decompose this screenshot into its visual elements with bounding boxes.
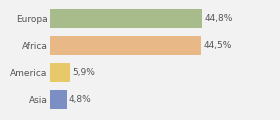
Text: 5,9%: 5,9%: [73, 68, 95, 77]
Text: 44,5%: 44,5%: [203, 41, 232, 50]
Bar: [50, 9, 202, 28]
Text: 44,8%: 44,8%: [204, 14, 232, 23]
Bar: [50, 90, 67, 109]
Text: 4,8%: 4,8%: [69, 95, 92, 104]
Bar: [50, 63, 70, 82]
Bar: [50, 36, 201, 55]
